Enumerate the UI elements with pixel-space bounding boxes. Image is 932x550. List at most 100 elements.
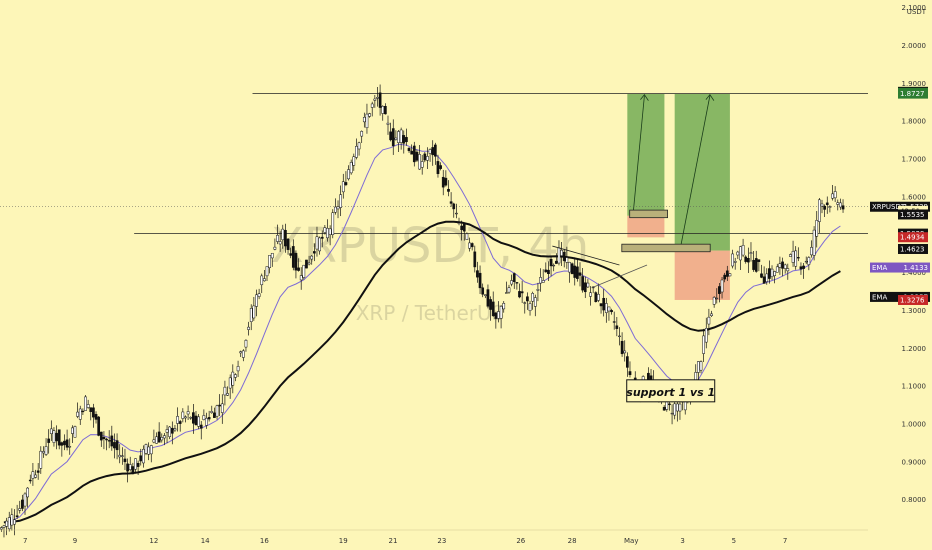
- candle-body: [352, 156, 356, 166]
- candle-body: [289, 253, 293, 256]
- candle-body: [63, 440, 66, 446]
- candle-body: [36, 470, 40, 473]
- candle-body: [612, 321, 616, 323]
- candle-body: [825, 202, 829, 205]
- target-arrow-head: [705, 93, 715, 101]
- candle-body: [318, 237, 321, 252]
- x-tick-label: 9: [73, 537, 77, 545]
- candle-body: [494, 312, 498, 319]
- y-tick-label: 1.0000: [902, 421, 927, 429]
- candle-body: [420, 161, 424, 168]
- x-tick-label: 28: [568, 537, 577, 545]
- candle-body: [26, 487, 29, 498]
- candle-body: [0, 527, 3, 530]
- candle-body: [44, 446, 48, 455]
- price-tag-label: 1.4623: [900, 245, 925, 253]
- candle-body: [297, 267, 300, 271]
- candle-body: [291, 246, 295, 268]
- candle-body: [557, 247, 561, 264]
- candle-body: [704, 328, 708, 343]
- candle-body: [270, 252, 274, 259]
- candle-body: [426, 156, 429, 161]
- candle-body: [670, 412, 674, 415]
- y-tick-label: 1.4000: [902, 269, 927, 277]
- candle-body: [752, 259, 755, 270]
- candle-body: [502, 303, 506, 310]
- candle-body: [15, 515, 19, 518]
- candle-body: [123, 458, 127, 463]
- candle-body: [573, 265, 577, 278]
- candle-body: [170, 427, 174, 434]
- candle-body: [799, 266, 803, 270]
- candle-body: [733, 261, 737, 263]
- x-tick-label: 5: [732, 537, 736, 545]
- candle-body: [315, 236, 319, 250]
- y-tick-label: 1.3000: [902, 307, 927, 315]
- candle-body: [391, 128, 395, 147]
- candle-body: [552, 264, 556, 267]
- candle-body: [615, 325, 619, 329]
- candle-body: [299, 275, 303, 281]
- candle-body: [544, 269, 548, 273]
- candle-body: [560, 249, 563, 256]
- x-tick-label: 12: [149, 537, 158, 545]
- candle-body: [381, 106, 385, 114]
- candle-body: [599, 303, 603, 307]
- candle-body: [155, 436, 158, 444]
- candle-body: [144, 444, 148, 454]
- candle-body: [178, 421, 182, 424]
- candle-body: [476, 270, 479, 278]
- candle-body: [762, 276, 766, 284]
- candle-body: [523, 302, 527, 304]
- candle-body: [49, 428, 53, 434]
- candle-body: [320, 236, 324, 239]
- candle-body: [594, 292, 598, 303]
- candle-body: [339, 194, 343, 208]
- candle-body: [754, 258, 758, 272]
- candle-body: [113, 442, 116, 449]
- candle-body: [18, 508, 22, 511]
- candle-body: [357, 142, 361, 150]
- price-tag-value: 1.4133: [904, 264, 929, 272]
- candle-body: [355, 146, 358, 158]
- y-tick-label: 1.8000: [902, 118, 927, 126]
- candle-body: [39, 450, 43, 469]
- candle-body: [305, 259, 308, 269]
- price-tag-label: 1.8727: [900, 90, 925, 98]
- candle-body: [444, 177, 448, 186]
- candle-body: [623, 350, 627, 354]
- candle-body: [197, 416, 200, 427]
- candle-body: [226, 393, 229, 396]
- candle-body: [186, 411, 190, 415]
- y-tick-label: 1.2000: [902, 345, 927, 353]
- stop-loss-zone: [627, 215, 665, 238]
- candle-body: [583, 282, 587, 293]
- candle-body: [462, 222, 466, 232]
- stop-loss-zone: [674, 250, 730, 300]
- candle-body: [699, 361, 703, 371]
- candle-body: [515, 282, 519, 284]
- currency-label: USDT: [907, 8, 927, 16]
- candle-body: [84, 396, 87, 411]
- x-tick-label: 19: [339, 537, 348, 545]
- candle-body: [215, 405, 219, 417]
- candle-body: [431, 147, 435, 156]
- candle-body: [47, 438, 51, 443]
- candle-body: [528, 303, 532, 311]
- candle-body: [436, 161, 440, 175]
- candle-body: [723, 274, 727, 280]
- price-tag-label: 1.3276: [900, 296, 925, 304]
- candle-body: [7, 517, 11, 530]
- candle-body: [168, 426, 172, 437]
- candle-body: [249, 308, 253, 322]
- candle-body: [347, 169, 350, 180]
- y-tick-label: 1.6000: [902, 193, 927, 201]
- candle-body: [157, 431, 161, 443]
- candle-body: [386, 122, 390, 125]
- candle-body: [78, 408, 82, 420]
- candle-body: [199, 424, 203, 429]
- candle-body: [97, 416, 101, 436]
- candle-body: [415, 151, 419, 161]
